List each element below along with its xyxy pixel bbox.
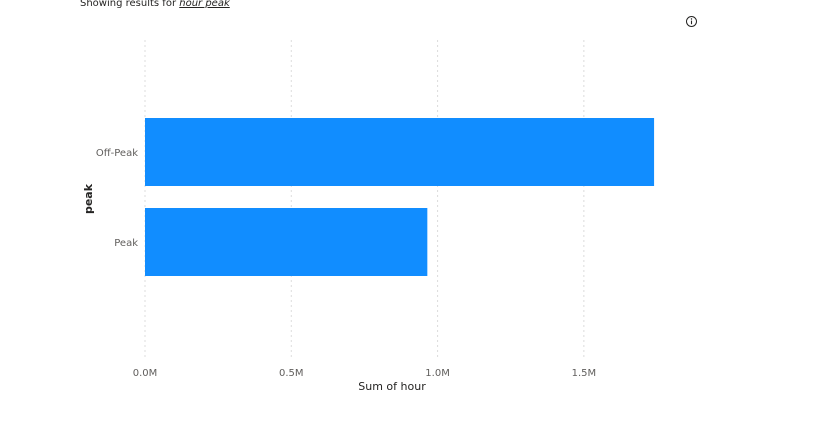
x-tick-label: 1.0M [425,368,450,379]
bars [145,118,655,276]
info-button[interactable] [685,13,698,27]
y-tick-labels: Off-Peak Peak [96,148,138,249]
y-tick-label: Off-Peak [96,148,138,159]
x-tick-label: 0.0M [133,368,158,379]
x-axis-title: Sum of hour [358,380,426,393]
gridlines [144,40,585,358]
x-tick-labels: 0.0M 0.5M 1.0M 1.5M [133,368,596,379]
results-prefix: Showing results for [80,0,177,9]
x-tick-label: 0.5M [279,368,304,379]
results-query-link[interactable]: hour peak [179,0,230,9]
bar-peak[interactable] [145,208,428,276]
y-axis-title: peak [82,183,95,214]
results-line: Showing results for hour peak [80,0,230,10]
info-icon [686,16,697,27]
bar-off-peak[interactable] [145,118,655,186]
y-tick-label: Peak [114,238,138,249]
x-tick-label: 1.5M [572,368,597,379]
